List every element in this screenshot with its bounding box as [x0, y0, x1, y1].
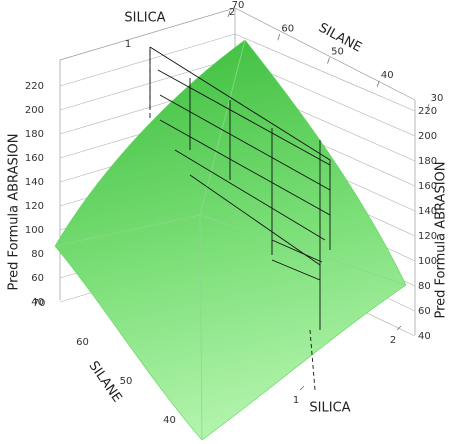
z-tick-label: 60	[418, 306, 431, 317]
x-tick-label: 1	[125, 39, 131, 50]
y-tick-label: 30	[431, 93, 444, 104]
box-edge	[59, 7, 416, 335]
y-tick-label: 40	[381, 70, 394, 81]
y-tick-label: 50	[120, 376, 133, 387]
x-tick-label: 2	[390, 335, 396, 346]
tick-mark	[227, 10, 231, 18]
surface-ridge	[54, 39, 407, 441]
z-tick-label: 80	[31, 249, 44, 260]
z-tick-label: 40	[31, 297, 44, 308]
y-tick-label: 50	[331, 47, 344, 58]
z-tick-label: 120	[25, 201, 44, 212]
y-tick-label: 40	[163, 415, 176, 426]
y-tick-label: 60	[76, 337, 89, 348]
z-tick-label: 120	[418, 231, 437, 242]
x-tick-label: 2	[229, 7, 235, 18]
tick-mark	[277, 34, 281, 41]
z-tick-label: 180	[418, 156, 437, 167]
z-tick-label: 180	[25, 129, 44, 140]
x-axis-title: SILICA	[124, 11, 165, 26]
tick-mark	[376, 80, 380, 87]
z-tick-label: 200	[25, 105, 44, 116]
y-tick-label: 60	[281, 23, 294, 34]
tick-mark	[426, 103, 430, 111]
y-axis-title: SILANE	[86, 359, 125, 406]
z-tick-label: 60	[31, 273, 44, 284]
y-tick-label: 70	[232, 0, 245, 11]
x-tick-label: 1	[293, 395, 299, 406]
fence-lines	[149, 46, 331, 391]
grid-line	[59, 33, 236, 87]
z-tick-label: 200	[418, 131, 437, 142]
z-tick-label: 80	[418, 281, 431, 292]
z-tick-label: 140	[418, 206, 437, 217]
y-tick-label: 70	[33, 298, 46, 309]
x-axis-title: SILICA	[309, 401, 350, 416]
z-tick-label: 100	[418, 256, 437, 267]
grid-line	[234, 33, 416, 112]
z-tick-label: 40	[418, 331, 431, 342]
z-tick-label: 220	[418, 106, 437, 117]
tick-mark	[327, 57, 330, 64]
z-axis-title: Pred Formula ABRASION	[7, 133, 22, 290]
z-axis-title: Pred Formula ABRASION	[434, 161, 449, 318]
z-tick-label: 100	[25, 225, 44, 236]
grid-line	[59, 57, 236, 111]
z-tick-label: 140	[25, 177, 44, 188]
tick-mark	[396, 325, 402, 331]
z-tick-label: 160	[418, 181, 437, 192]
axes: 4040606080801001001201201401401601601801…	[25, 0, 443, 426]
z-tick-label: 220	[25, 81, 44, 92]
z-tick-label: 160	[25, 153, 44, 164]
tick-mark	[299, 385, 305, 391]
